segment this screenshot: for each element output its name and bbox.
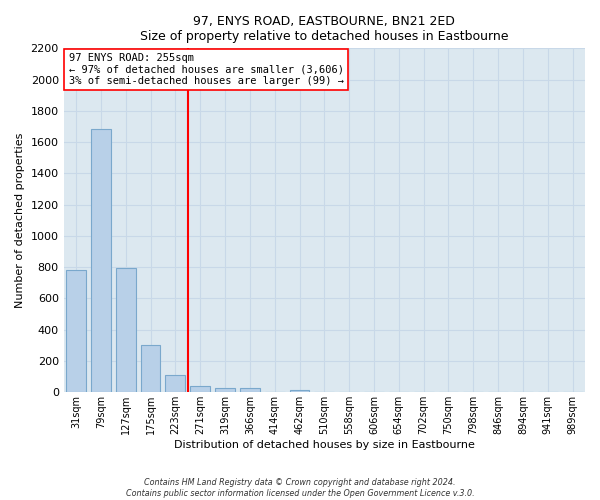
- X-axis label: Distribution of detached houses by size in Eastbourne: Distribution of detached houses by size …: [174, 440, 475, 450]
- Bar: [166, 375, 185, 392]
- Bar: [190, 386, 210, 392]
- Bar: [116, 268, 136, 392]
- Text: Contains HM Land Registry data © Crown copyright and database right 2024.
Contai: Contains HM Land Registry data © Crown c…: [125, 478, 475, 498]
- Title: 97, ENYS ROAD, EASTBOURNE, BN21 2ED
Size of property relative to detached houses: 97, ENYS ROAD, EASTBOURNE, BN21 2ED Size…: [140, 15, 509, 43]
- Y-axis label: Number of detached properties: Number of detached properties: [15, 132, 25, 308]
- Bar: [140, 346, 160, 393]
- Bar: [290, 390, 310, 392]
- Bar: [240, 388, 260, 392]
- Bar: [91, 129, 111, 392]
- Bar: [215, 388, 235, 392]
- Bar: [66, 270, 86, 392]
- Text: 97 ENYS ROAD: 255sqm
← 97% of detached houses are smaller (3,606)
3% of semi-det: 97 ENYS ROAD: 255sqm ← 97% of detached h…: [68, 53, 344, 86]
